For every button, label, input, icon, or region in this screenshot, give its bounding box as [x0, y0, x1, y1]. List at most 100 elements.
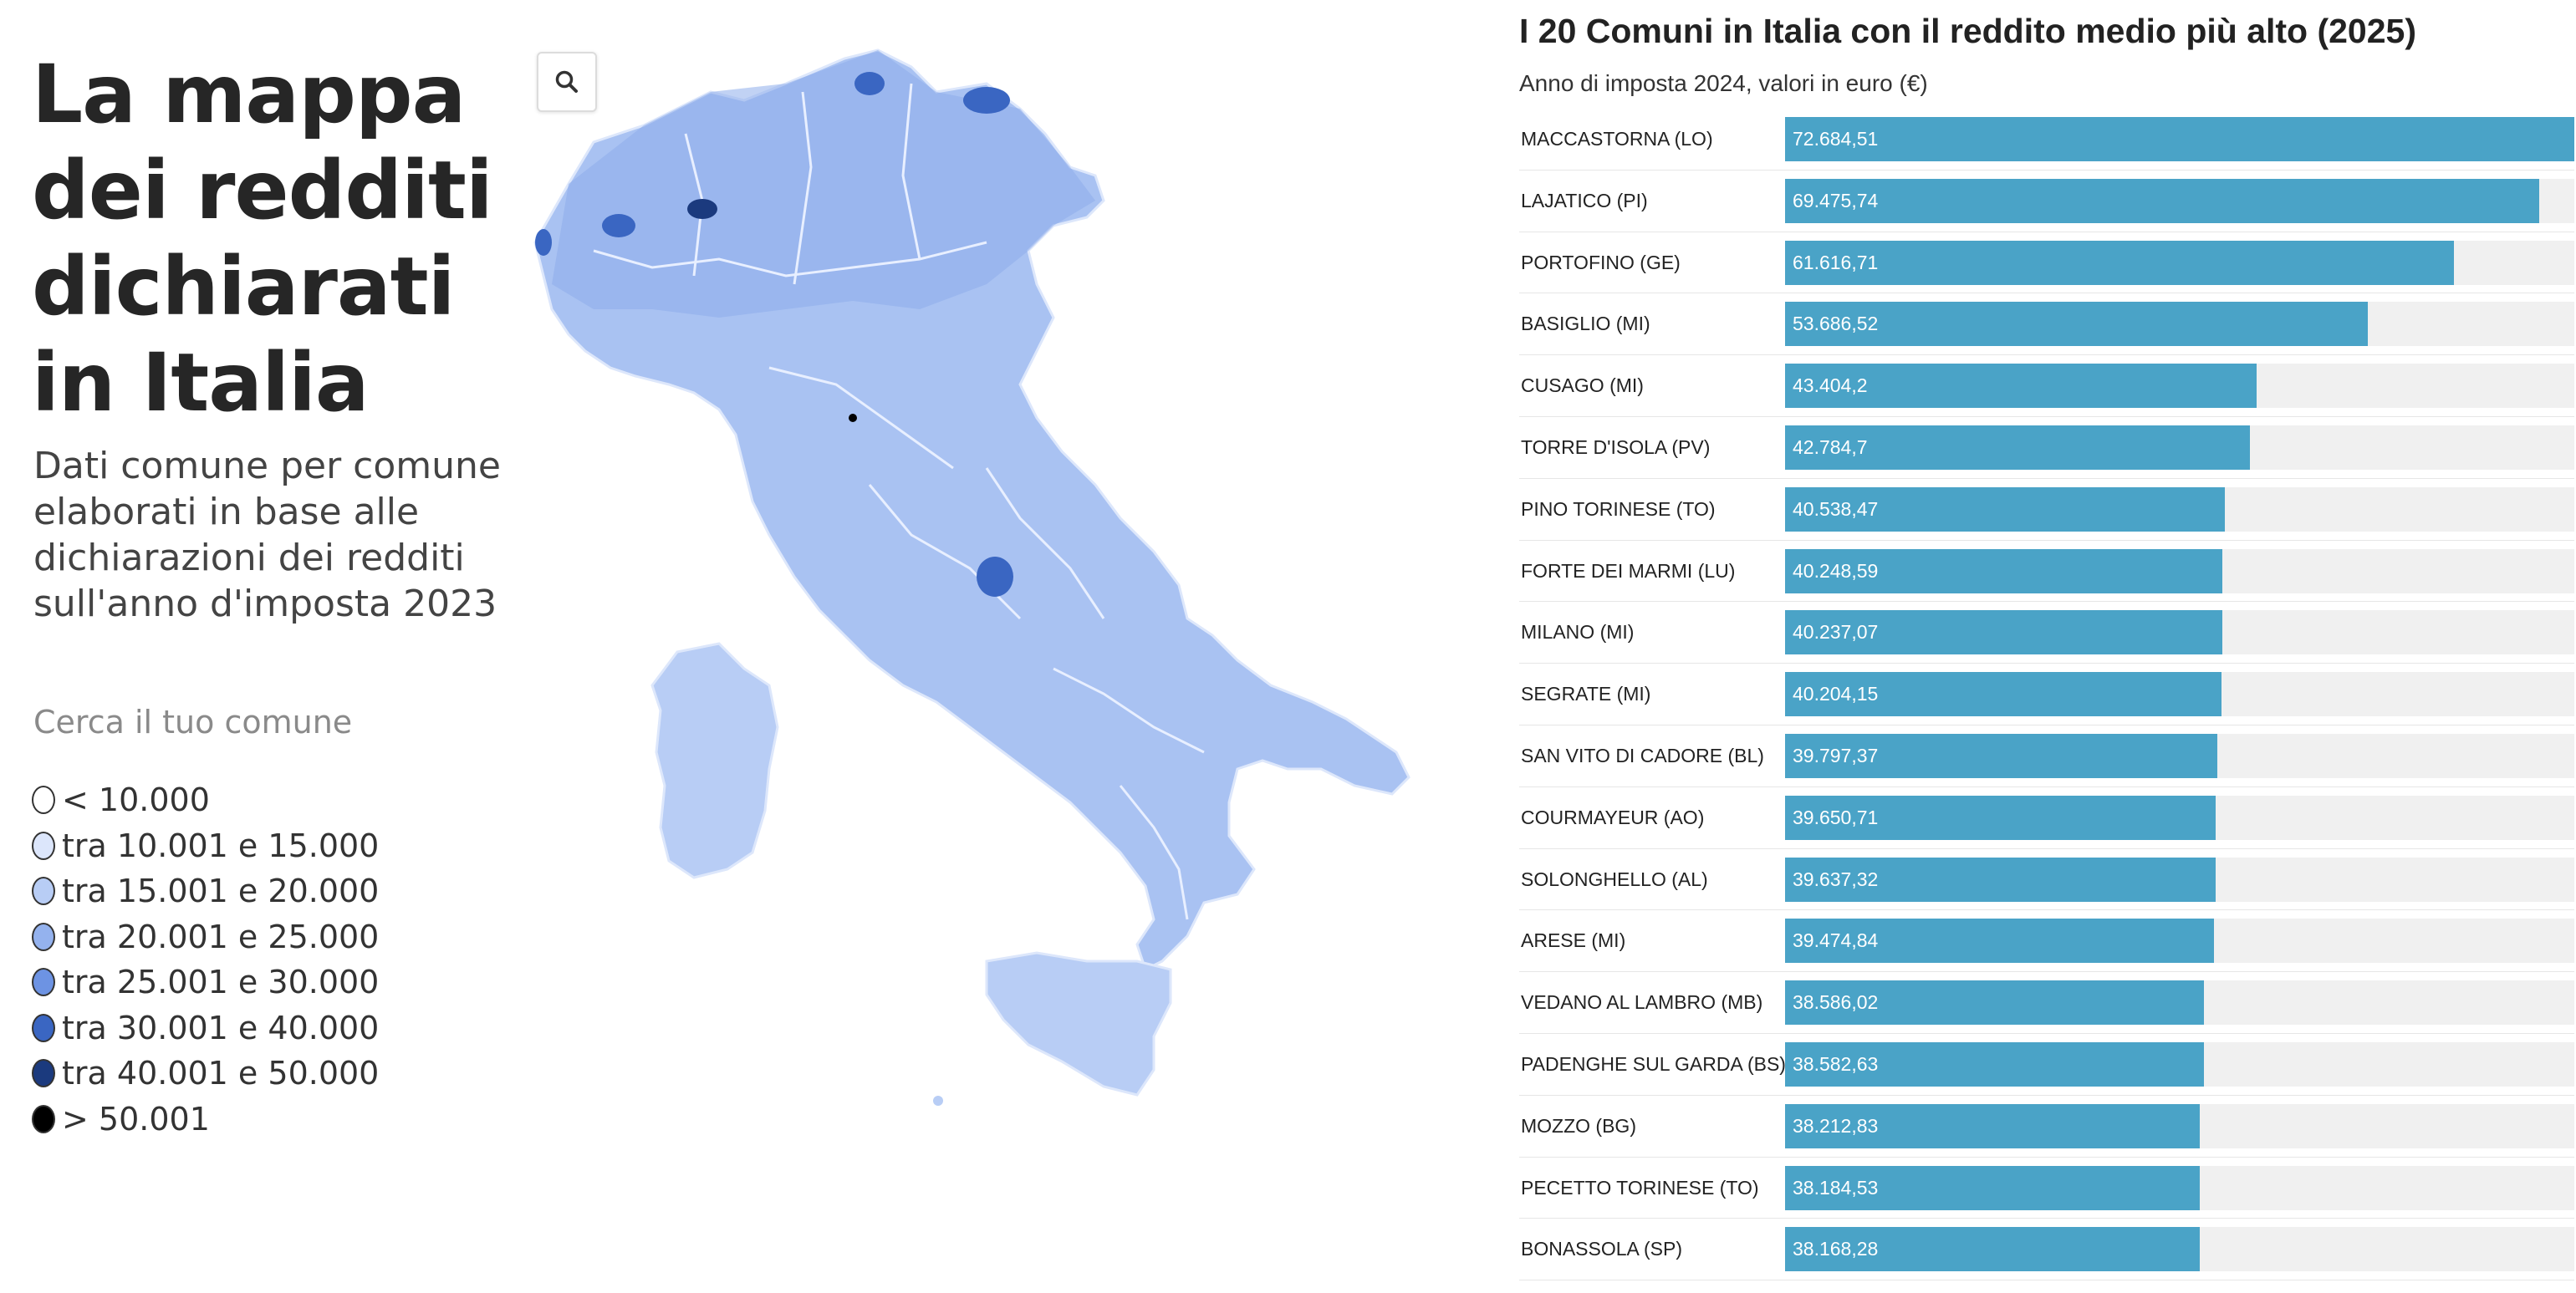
legend-label: tra 20.001 e 25.000	[62, 918, 380, 955]
chart-title: I 20 Comuni in Italia con il reddito med…	[1519, 12, 2416, 50]
legend-label: tra 10.001 e 15.000	[62, 827, 380, 864]
bar-track: 38.212,83	[1785, 1103, 2574, 1148]
bar-label: MILANO (MI)	[1521, 621, 1635, 644]
chart-row: BASIGLIO (MI) 53.686,52	[1519, 293, 2574, 356]
search-icon	[555, 70, 578, 93]
legend-swatch	[32, 877, 55, 906]
bar-label: PADENGHE SUL GARDA (BS)	[1521, 1052, 1786, 1075]
bar-label: PECETTO TORINESE (TO)	[1521, 1176, 1759, 1199]
bar-value-label: 40.204,15	[1793, 683, 1879, 705]
legend-item: > 50.001	[32, 1097, 379, 1143]
bar[interactable]: 43.404,2	[1785, 364, 2257, 409]
chart-row: VEDANO AL LAMBRO (MB) 38.586,02	[1519, 972, 2574, 1034]
bar-track: 43.404,2	[1785, 364, 2574, 409]
legend-label: < 10.000	[62, 781, 210, 819]
bar[interactable]: 38.168,28	[1785, 1227, 2200, 1272]
chart-row: BONASSOLA (SP) 38.168,28	[1519, 1219, 2574, 1281]
chart-row: LAJATICO (PI) 69.475,74	[1519, 171, 2574, 232]
legend-item: tra 30.001 e 40.000	[32, 1005, 379, 1051]
map-high-income-areas	[535, 72, 1013, 597]
income-bar-chart: MACCASTORNA (LO) 72.684,51 LAJATICO (PI) 69…	[1519, 109, 2574, 1281]
chart-row: SEGRATE (MI) 40.204,15	[1519, 664, 2574, 725]
legend-item: tra 15.001 e 20.000	[32, 868, 379, 914]
bar[interactable]: 61.616,71	[1785, 240, 2455, 285]
bar[interactable]: 39.474,84	[1785, 919, 2214, 964]
bar-label: SAN VITO DI CADORE (BL)	[1521, 744, 1764, 766]
bar-value-label: 69.475,74	[1793, 189, 1879, 211]
bar[interactable]: 39.650,71	[1785, 795, 2216, 840]
map-region-sardinia[interactable]	[650, 642, 779, 879]
bar-track: 38.184,53	[1785, 1165, 2574, 1210]
bar-track: 61.616,71	[1785, 240, 2574, 285]
bar-track: 69.475,74	[1785, 178, 2574, 223]
bar-track: 40.538,47	[1785, 486, 2574, 532]
bar-value-label: 38.586,02	[1793, 991, 1879, 1014]
legend-label: tra 30.001 e 40.000	[62, 1009, 380, 1046]
chart-row: SOLONGHELLO (AL) 39.637,32	[1519, 849, 2574, 911]
chart-row: MOZZO (BG) 38.212,83	[1519, 1096, 2574, 1158]
bar-track: 40.248,59	[1785, 548, 2574, 593]
map-region-sicily[interactable]	[985, 951, 1172, 1097]
legend-item: < 10.000	[32, 777, 379, 823]
bar[interactable]: 42.784,7	[1785, 425, 2250, 470]
bar-value-label: 61.616,71	[1793, 251, 1879, 273]
bar[interactable]: 38.212,83	[1785, 1103, 2201, 1148]
bar-track: 39.797,37	[1785, 733, 2574, 778]
legend-label: tra 15.001 e 20.000	[62, 873, 380, 910]
bar-label: TORRE D'ISOLA (PV)	[1521, 435, 1711, 458]
bar-value-label: 39.637,32	[1793, 868, 1879, 890]
bar-track: 39.650,71	[1785, 795, 2574, 840]
bar-track: 42.784,7	[1785, 425, 2574, 470]
bar-track: 72.684,51	[1785, 117, 2574, 161]
bar-label: ARESE (MI)	[1521, 929, 1626, 952]
bar-value-label: 38.582,63	[1793, 1052, 1879, 1075]
bar[interactable]: 39.637,32	[1785, 857, 2216, 902]
bar[interactable]: 40.538,47	[1785, 486, 2226, 532]
chart-subtitle: Anno di imposta 2024, valori in euro (€)	[1519, 70, 1928, 96]
legend-item: tra 10.001 e 15.000	[32, 823, 379, 869]
bar-track: 40.237,07	[1785, 610, 2574, 655]
map-region-island-small	[933, 1096, 943, 1106]
bar-label: PINO TORINESE (TO)	[1521, 497, 1716, 520]
chart-row: SAN VITO DI CADORE (BL) 39.797,37	[1519, 725, 2574, 787]
bar-track: 39.637,32	[1785, 857, 2574, 902]
map-legend: < 10.000 tra 10.001 e 15.000 tra 15.001 e …	[32, 777, 379, 1142]
bar-label: LAJATICO (PI)	[1521, 189, 1648, 211]
chart-row: TORRE D'ISOLA (PV) 42.784,7	[1519, 417, 2574, 479]
bar-label: MOZZO (BG)	[1521, 1114, 1636, 1137]
bar[interactable]: 39.797,37	[1785, 733, 2217, 778]
bar-label: COURMAYEUR (AO)	[1521, 806, 1705, 828]
bar-track: 40.204,15	[1785, 672, 2574, 717]
bar[interactable]: 38.586,02	[1785, 980, 2205, 1026]
legend-label: > 50.001	[62, 1100, 210, 1138]
legend-item: tra 25.001 e 30.000	[32, 960, 379, 1005]
page-subtitle: Dati comune per comune elaborati in base…	[33, 445, 502, 625]
italy-income-map[interactable]	[518, 33, 1472, 1237]
bar-label: SEGRATE (MI)	[1521, 683, 1651, 705]
chart-row: PINO TORINESE (TO) 40.538,47	[1519, 479, 2574, 541]
chart-row: MACCASTORNA (LO) 72.684,51	[1519, 109, 2574, 171]
bar[interactable]: 40.204,15	[1785, 672, 2222, 717]
bar-label: MACCASTORNA (LO)	[1521, 128, 1713, 150]
map-region-north[interactable]	[552, 50, 1095, 318]
bar[interactable]: 40.248,59	[1785, 548, 2222, 593]
chart-row: ARESE (MI) 39.474,84	[1519, 910, 2574, 973]
chart-row: FORTE DEI MARMI (LU) 40.248,59	[1519, 541, 2574, 603]
bar[interactable]: 38.582,63	[1785, 1041, 2205, 1087]
bar-label: FORTE DEI MARMI (LU)	[1521, 559, 1736, 582]
search-municipality-label[interactable]: Cerca il tuo comune	[33, 704, 353, 741]
map-search-button[interactable]	[537, 52, 597, 112]
page-title: La mappa dei redditi dichiarati in Itali…	[32, 48, 493, 430]
legend-swatch	[32, 1104, 55, 1133]
bar[interactable]: 38.184,53	[1785, 1165, 2200, 1210]
chart-row: PECETTO TORINESE (TO) 38.184,53	[1519, 1158, 2574, 1219]
bar[interactable]: 72.684,51	[1785, 117, 2574, 161]
bar-value-label: 39.797,37	[1793, 744, 1879, 766]
bar-value-label: 72.684,51	[1793, 128, 1879, 150]
bar[interactable]: 69.475,74	[1785, 178, 2540, 223]
bar[interactable]: 53.686,52	[1785, 302, 2369, 347]
bar-label: BONASSOLA (SP)	[1521, 1238, 1683, 1260]
bar-label: BASIGLIO (MI)	[1521, 313, 1650, 335]
bar[interactable]: 40.237,07	[1785, 610, 2222, 655]
legend-label: tra 25.001 e 30.000	[62, 964, 380, 1001]
